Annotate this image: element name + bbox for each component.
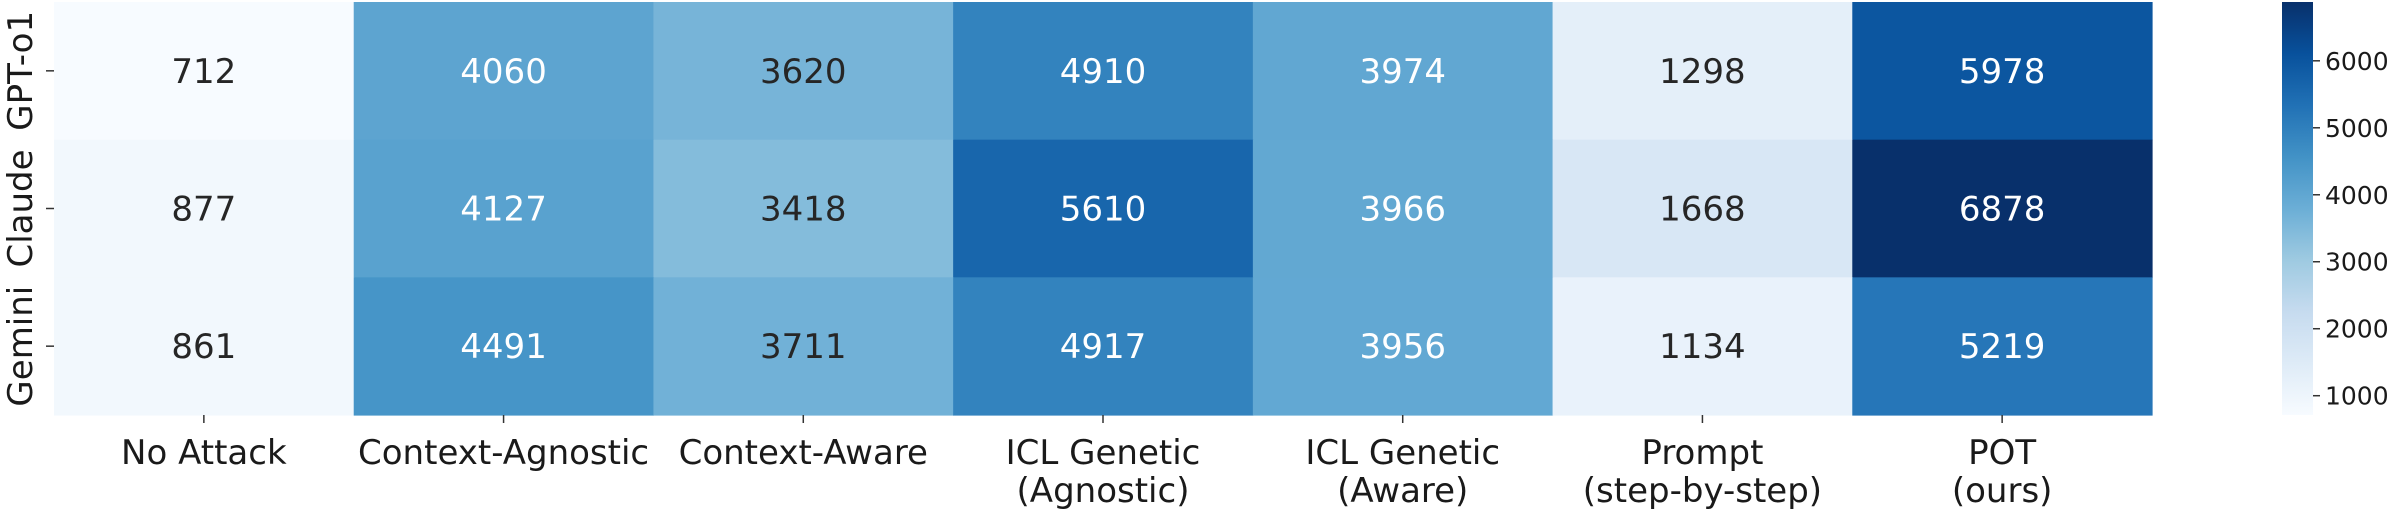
x-axis: No Attack Context-Agnostic Context-Aware IC…	[121, 415, 2052, 511]
heatmap-cell	[353, 139, 655, 278]
heatmap-cell	[1252, 277, 1554, 416]
heatmap-cell	[653, 139, 954, 278]
heatmap-cell	[54, 139, 355, 278]
x-tick-label: ICL Genetic (Agnostic)	[1006, 433, 1201, 511]
colorbar-tick-label: 2000	[2325, 315, 2389, 344]
x-tick-label: POT (ours)	[1952, 433, 2053, 511]
cell-value-label: 4491	[460, 327, 547, 367]
cell-value-label: 5978	[1959, 52, 2046, 92]
y-tick-label: GPT-o1	[1, 11, 41, 131]
cell-value-label: 3620	[760, 52, 847, 92]
y-tick-label: Claude	[1, 149, 41, 267]
cell-value-label: 5219	[1959, 327, 2046, 367]
heatmap-cells: 712 4060 3620 4910 3974 1298 5978 877 4127 3418 56…	[54, 2, 2153, 416]
cell-value-label: 712	[171, 52, 236, 92]
heatmap-cell	[353, 2, 655, 141]
cell-value-label: 1668	[1659, 190, 1746, 230]
x-tick-label: Prompt (step-by-step)	[1583, 433, 1822, 511]
cell-value-label: 3711	[760, 327, 847, 367]
heatmap-cell	[1552, 139, 1853, 278]
cell-value-label: 6878	[1959, 190, 2046, 230]
x-tick-label: No Attack	[121, 433, 287, 473]
cell-value-label: 1134	[1659, 327, 1746, 367]
heatmap-cell	[54, 277, 355, 416]
colorbar-tick-label: 6000	[2325, 47, 2389, 76]
heatmap-cell	[1252, 139, 1554, 278]
heatmap-cell	[1852, 2, 2153, 141]
cell-value-label: 3956	[1359, 327, 1446, 367]
colorbar-tick-label: 3000	[2325, 248, 2389, 277]
cell-value-label: 4127	[460, 190, 547, 230]
heatmap-cell	[1852, 277, 2153, 416]
cell-value-label: 4910	[1060, 52, 1147, 92]
cell-value-label: 3966	[1359, 190, 1446, 230]
y-tick-label: Gemini	[1, 286, 41, 407]
heatmap-cell	[653, 2, 954, 141]
heatmap-cell	[1552, 2, 1853, 141]
heatmap-cell	[1552, 277, 1853, 416]
heatmap-cell	[953, 139, 1254, 278]
cell-value-label: 5610	[1060, 190, 1147, 230]
cell-value-label: 861	[171, 327, 236, 367]
colorbar-tick-label: 1000	[2325, 382, 2389, 411]
y-axis: GPT-o1 Claude Gemini	[1, 11, 54, 407]
cell-value-label: 3418	[760, 190, 847, 230]
cell-value-label: 3974	[1359, 52, 1446, 92]
cell-value-label: 4060	[460, 52, 547, 92]
heatmap-cell	[353, 277, 655, 416]
colorbar-tick-label: 5000	[2325, 114, 2389, 143]
heatmap-cell	[953, 2, 1254, 141]
cell-value-label: 1298	[1659, 52, 1746, 92]
heatmap-cell	[1852, 139, 2153, 278]
colorbar: 1000 2000 3000 4000 5000 6000	[2282, 2, 2389, 415]
x-tick-label: Context-Agnostic	[358, 433, 649, 473]
x-tick-label: Context-Aware	[679, 433, 928, 473]
cell-value-label: 4917	[1060, 327, 1147, 367]
heatmap-cell	[1252, 2, 1554, 141]
heatmap-cell	[54, 2, 355, 141]
colorbar-tick-label: 4000	[2325, 181, 2389, 210]
cell-value-label: 877	[171, 190, 236, 230]
x-tick-label: ICL Genetic (Aware)	[1305, 433, 1500, 511]
heatmap-cell	[653, 277, 954, 416]
colorbar-gradient	[2282, 2, 2313, 415]
heatmap-cell	[953, 277, 1254, 416]
